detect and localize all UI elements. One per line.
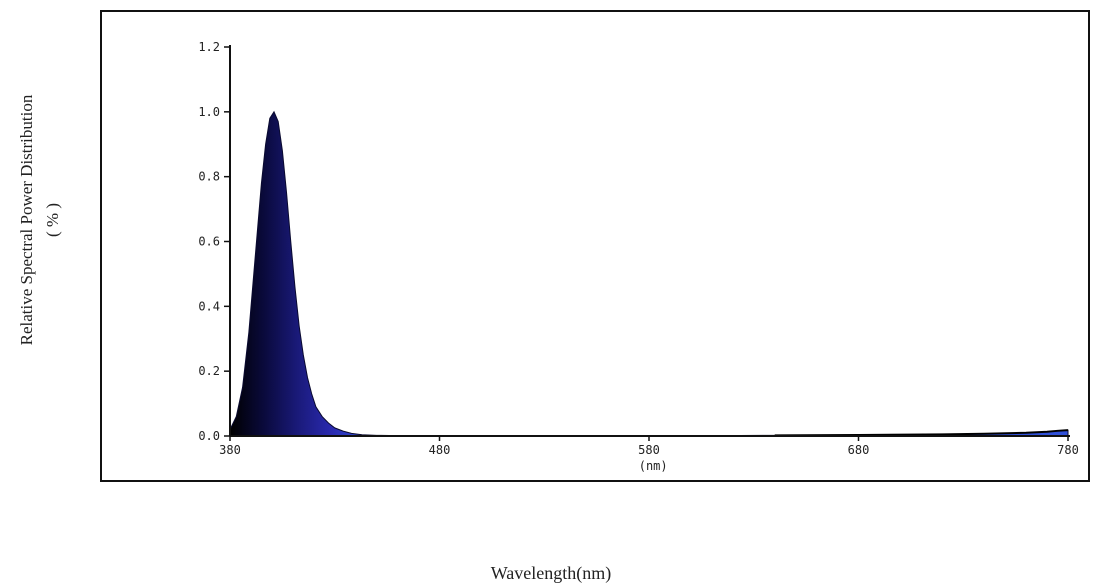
y-tick-label-0: 0.0 xyxy=(198,429,220,443)
spectrum-area xyxy=(229,110,1069,437)
x-unit-label: (nm) xyxy=(639,459,668,473)
x-tick-label-0: 380 xyxy=(219,443,241,457)
x-tick-label-2: 580 xyxy=(638,443,660,457)
x-tick-label-4: 780 xyxy=(1057,443,1079,457)
x-axis-title: Wavelength(nm) xyxy=(490,563,612,583)
y-tick-label-5: 1.0 xyxy=(198,105,220,119)
y-tick-label-6: 1.2 xyxy=(198,40,220,54)
x-tick-label-1: 480 xyxy=(429,443,451,457)
chart-frame xyxy=(100,10,1090,482)
x-tick-label-3: 680 xyxy=(848,443,870,457)
y-tick-label-2: 0.4 xyxy=(198,299,220,313)
y-tick-label-4: 0.8 xyxy=(198,170,220,184)
spectrum-tail-line xyxy=(774,429,1069,437)
y-tick-label-3: 0.6 xyxy=(198,235,220,249)
y-tick-label-1: 0.2 xyxy=(198,364,220,378)
